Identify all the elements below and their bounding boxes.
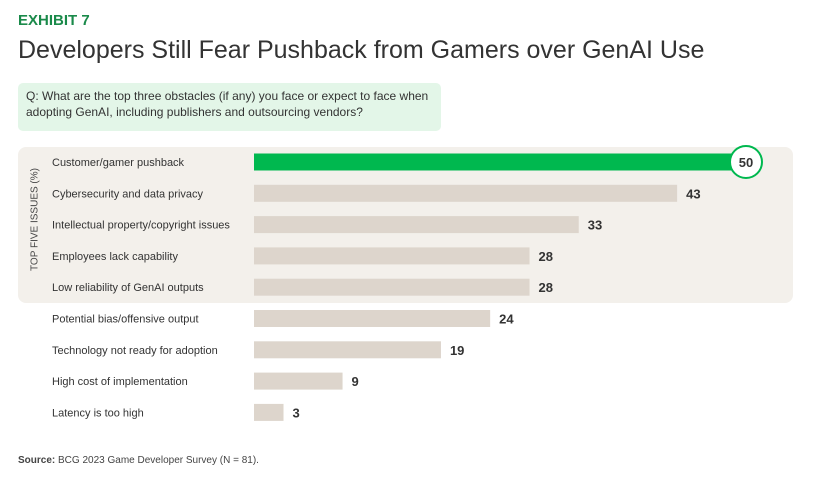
category-label: Employees lack capability	[52, 251, 178, 263]
bar	[254, 372, 343, 390]
bar	[254, 247, 530, 265]
bar	[254, 184, 678, 202]
source-text: BCG 2023 Game Developer Survey (N = 81).	[58, 455, 259, 466]
highlight-circle	[729, 145, 763, 179]
bar	[254, 310, 491, 327]
value-label: 9	[352, 374, 359, 389]
category-label: Technology not ready for adoption	[52, 345, 218, 357]
value-label: 3	[293, 405, 300, 420]
source-note: Source: BCG 2023 Game Developer Survey (…	[18, 455, 259, 466]
bar	[254, 403, 284, 421]
exhibit-label: EXHIBIT 7	[18, 12, 90, 29]
value-label: 24	[499, 312, 514, 327]
bar	[254, 216, 579, 234]
category-label: Customer/gamer pushback	[52, 157, 185, 169]
question-box: Q: What are the top three obstacles (if …	[18, 83, 441, 131]
value-label: 33	[588, 218, 602, 233]
category-label: Potential bias/offensive output	[52, 314, 199, 326]
category-label: Cybersecurity and data privacy	[52, 188, 204, 200]
category-label: Intellectual property/copyright issues	[52, 220, 230, 232]
bar	[254, 341, 441, 359]
value-label: 50	[739, 155, 753, 170]
chart-title: Developers Still Fear Pushback from Game…	[18, 36, 705, 64]
value-label: 28	[539, 249, 553, 264]
bar	[254, 153, 746, 171]
source-label: Source:	[18, 455, 56, 466]
category-label: High cost of implementation	[52, 376, 188, 388]
category-label: Latency is too high	[52, 407, 144, 419]
category-label: Low reliability of GenAI outputs	[52, 282, 204, 294]
value-label: 43	[686, 186, 700, 201]
value-label: 28	[539, 280, 553, 295]
bar	[254, 278, 530, 296]
value-label: 19	[450, 343, 464, 358]
